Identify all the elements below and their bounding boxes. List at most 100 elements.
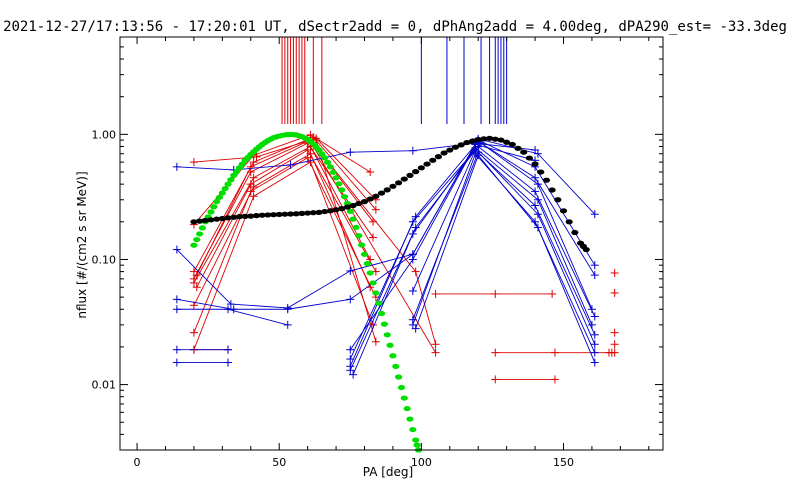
black-curve-dot	[383, 187, 391, 193]
blue-series-line	[176, 298, 234, 310]
green-curve-dot	[224, 181, 232, 187]
blue-series-28	[346, 142, 599, 375]
blue-series-22	[172, 345, 233, 354]
black-curve-dot	[275, 211, 283, 218]
red-series-line	[193, 142, 374, 280]
x-tick-label: 0	[134, 456, 141, 469]
black-curve-dot	[252, 213, 261, 219]
green-curve-dot	[380, 321, 388, 327]
green-curve-dot	[389, 353, 397, 359]
black-curve-dot	[190, 219, 198, 225]
green-curve-dot	[193, 236, 201, 243]
red-series-line	[315, 139, 377, 342]
green-curve-dot	[400, 395, 408, 401]
green-curve-dot	[198, 225, 207, 231]
black-curve-dot	[269, 212, 278, 218]
green-curve-dot	[215, 194, 224, 200]
black-curve-dot	[525, 155, 533, 161]
black-curve-dot	[440, 150, 448, 156]
blue-series-line	[176, 142, 536, 171]
black-curve-dot	[281, 211, 289, 217]
black-curve-dot	[463, 139, 471, 146]
black-curve-dot	[537, 169, 545, 175]
black-curve-dot	[429, 157, 437, 163]
axes-layer: 0 50 100 150 1.00 0.10 0.01	[92, 36, 663, 469]
black-curve-dot	[503, 139, 511, 145]
red-series-line	[193, 137, 377, 201]
black-curve-dot	[434, 154, 443, 160]
black-curve-dot	[343, 204, 352, 210]
red-series-line	[193, 157, 377, 333]
black-curve-dot	[571, 229, 579, 236]
green-curve-dot	[335, 181, 343, 187]
x-tick-label: 150	[553, 456, 574, 469]
chart-title: 2021-12-27/17:13:56 - 17:20:01 UT, dSect…	[3, 19, 787, 35]
black-curve-dot	[491, 136, 499, 142]
x-axis-title: PA [deg]	[363, 465, 413, 479]
black-curve-dot	[377, 190, 386, 196]
red-series-line	[193, 134, 371, 225]
black-curve-dot	[292, 211, 300, 217]
green-curve-dot	[383, 332, 391, 338]
green-curve-dot	[366, 270, 374, 276]
black-curve	[190, 135, 590, 253]
green-curve-dot	[395, 374, 403, 380]
green-curve-dot	[338, 187, 346, 193]
green-curve-dot	[397, 384, 406, 391]
black-curve-dot	[508, 141, 516, 148]
blue-series-line	[227, 308, 288, 326]
black-curve-dot	[497, 137, 505, 143]
black-curve-dot	[207, 217, 215, 223]
green-curve-dot	[412, 437, 420, 443]
black-curve-dot	[196, 218, 204, 224]
black-curve-dot	[389, 183, 397, 189]
black-curve-dot	[412, 169, 420, 175]
plot-frame	[119, 36, 664, 451]
green-curve-dot	[403, 405, 411, 412]
black-curve-dot	[520, 149, 528, 155]
green-curve-dot	[369, 280, 377, 286]
red-series-17	[604, 268, 619, 357]
green-curve-dot	[218, 190, 226, 196]
green-curve-dot	[213, 199, 221, 205]
blue-series-24	[224, 305, 292, 329]
green-curve-dot	[377, 310, 386, 317]
blue-series-18	[172, 139, 540, 174]
black-curve-dot	[480, 136, 488, 142]
blue-series-32	[408, 149, 599, 357]
curve-layer	[190, 131, 590, 453]
green-curve-dot	[329, 169, 337, 175]
green-curve-dot	[332, 175, 340, 181]
black-curve-dot	[235, 214, 244, 220]
y-axis-title: nflux [#/(cm2 s sr MeV)]	[75, 171, 89, 318]
black-curve-dot	[264, 212, 272, 218]
green-curve-dot	[207, 209, 215, 215]
green-curve-dot	[360, 251, 369, 257]
black-curve-dot	[349, 202, 357, 209]
red-series-line	[196, 139, 374, 276]
blue-series-23	[172, 358, 233, 367]
black-curve-dot	[286, 211, 295, 217]
black-curve-dot	[304, 210, 312, 216]
green-curve-dot	[349, 216, 357, 222]
green-curve-dot	[375, 300, 383, 306]
green-curve-dot	[318, 151, 326, 157]
blue-series-line	[352, 147, 593, 375]
black-curve-dot	[201, 217, 209, 224]
green-curve-dot	[210, 204, 218, 210]
red-series-14	[491, 348, 619, 357]
red-series-7	[189, 149, 375, 310]
black-curve-dot	[224, 215, 232, 221]
black-curve-dot	[582, 246, 590, 253]
black-curve-dot	[565, 219, 573, 225]
black-curve-dot	[542, 177, 551, 183]
series-layer	[172, 130, 619, 384]
green-curve-dot	[326, 164, 334, 170]
green-curve-dot	[392, 363, 400, 369]
black-curve-dot	[395, 180, 403, 186]
red-series-13	[431, 289, 557, 298]
black-curve-dot	[321, 208, 329, 215]
black-curve-dot	[315, 209, 323, 215]
black-curve-dot	[446, 147, 454, 153]
